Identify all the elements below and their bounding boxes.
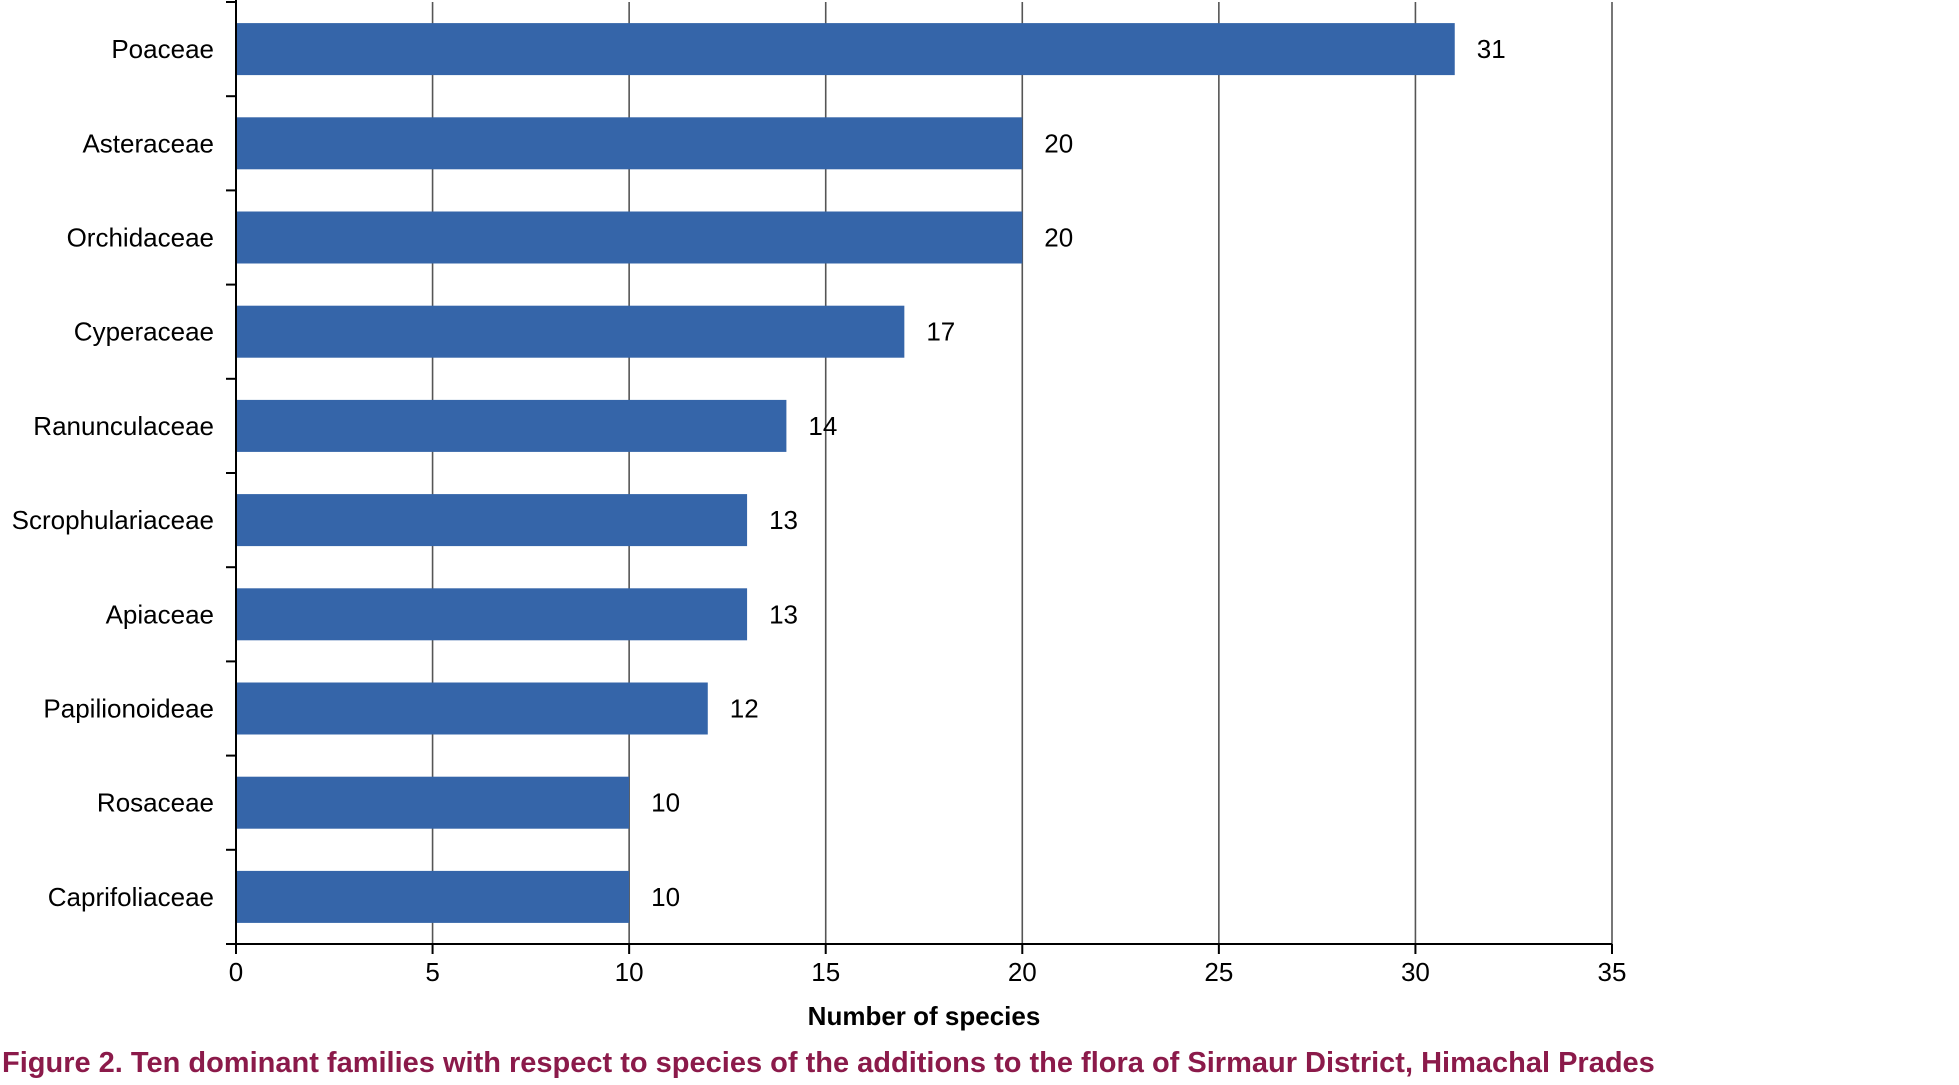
x-tick-label-35: 35 <box>1598 957 1627 987</box>
value-label-scrophulariaceae: 13 <box>769 505 798 535</box>
x-tick-label-0: 0 <box>229 957 243 987</box>
figure-caption: Figure 2. Ten dominant families with res… <box>2 1047 1655 1079</box>
category-label-rosaceae: Rosaceae <box>97 788 214 818</box>
category-label-papilionoideae: Papilionoideae <box>43 694 214 724</box>
category-label-apiaceae: Apiaceae <box>106 599 214 629</box>
x-tick-label-30: 30 <box>1401 957 1430 987</box>
value-label-rosaceae: 10 <box>651 788 680 818</box>
value-label-ranunculaceae: 14 <box>808 411 837 441</box>
x-tick-label-25: 25 <box>1204 957 1233 987</box>
bar-scrophulariaceae <box>236 494 748 547</box>
x-tick-label-10: 10 <box>615 957 644 987</box>
category-label-asteraceae: Asteraceae <box>82 128 214 158</box>
value-label-orchidaceae: 20 <box>1044 223 1073 253</box>
x-tick-label-15: 15 <box>811 957 840 987</box>
bar-ranunculaceae <box>236 399 787 452</box>
bars <box>236 23 1455 923</box>
bar-asteraceae <box>236 117 1023 170</box>
value-label-caprifoliaceae: 10 <box>651 882 680 912</box>
value-label-asteraceae: 20 <box>1044 128 1073 158</box>
x-tick-label-5: 5 <box>425 957 439 987</box>
bar-poaceae <box>236 23 1455 76</box>
bar-rosaceae <box>236 776 630 829</box>
category-label-orchidaceae: Orchidaceae <box>67 223 214 253</box>
bar-cyperaceae <box>236 305 905 358</box>
category-label-caprifoliaceae: Caprifoliaceae <box>48 882 214 912</box>
value-label-cyperaceae: 17 <box>926 317 955 347</box>
bar-caprifoliaceae <box>236 870 630 923</box>
axes <box>226 0 1613 954</box>
bar-apiaceae <box>236 588 748 641</box>
labels: 0 5 10 15 20 25 30 35 Poaceae 31 Asteraceae 20 Orchi… <box>12 34 1627 987</box>
bar-orchidaceae <box>236 211 1023 264</box>
value-label-poaceae: 31 <box>1477 34 1506 64</box>
category-label-cyperaceae: Cyperaceae <box>74 317 214 347</box>
x-axis-title: Number of species <box>808 1001 1041 1031</box>
category-label-poaceae: Poaceae <box>111 34 214 64</box>
x-tick-label-20: 20 <box>1008 957 1037 987</box>
bar-papilionoideae <box>236 682 708 735</box>
category-label-scrophulariaceae: Scrophulariaceae <box>12 505 214 535</box>
value-label-apiaceae: 13 <box>769 599 798 629</box>
category-label-ranunculaceae: Ranunculaceae <box>33 411 214 441</box>
value-label-papilionoideae: 12 <box>730 694 759 724</box>
